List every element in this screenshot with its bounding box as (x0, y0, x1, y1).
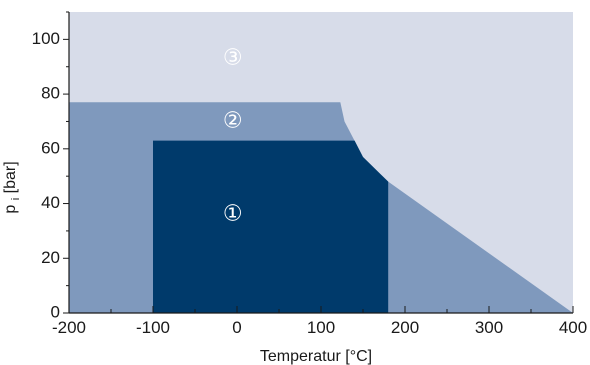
zone-label-1: ① (223, 201, 243, 226)
y-tick-label: 60 (41, 138, 60, 157)
x-axis-title: Temperatur [°C] (260, 348, 372, 365)
y-tick-label: 0 (51, 302, 60, 321)
y-tick-label: 40 (41, 193, 60, 212)
chart-axes: -200 -100 0 100 200 300 400 0 20 40 60 80 100 (32, 11, 587, 337)
y-axis-title-subscript: i (10, 198, 22, 200)
zone-labels: ③ ② ① (223, 46, 243, 227)
x-tick-label: 200 (391, 318, 419, 337)
x-tick-label: 400 (559, 318, 587, 337)
y-axis-ticks: 0 20 40 60 80 100 (32, 11, 69, 321)
zone-label-2: ② (223, 108, 243, 133)
x-tick-label: -200 (52, 318, 86, 337)
zone-label-3: ③ (223, 46, 243, 71)
x-axis-ticks: -200 -100 0 100 200 300 400 (52, 306, 587, 337)
x-tick-label: 0 (232, 318, 241, 337)
y-axis-title: p i [bar] (2, 161, 23, 213)
y-axis-title-main: p (2, 205, 19, 214)
chart-regions (69, 12, 573, 313)
y-tick-label: 80 (41, 84, 60, 103)
x-tick-label: 100 (307, 318, 335, 337)
y-axis-title-unit: [bar] (2, 161, 19, 193)
x-tick-label: 300 (475, 318, 503, 337)
y-tick-label: 20 (41, 248, 60, 267)
x-tick-label: -100 (136, 318, 170, 337)
y-tick-label: 100 (32, 29, 60, 48)
region-1 (153, 140, 389, 313)
